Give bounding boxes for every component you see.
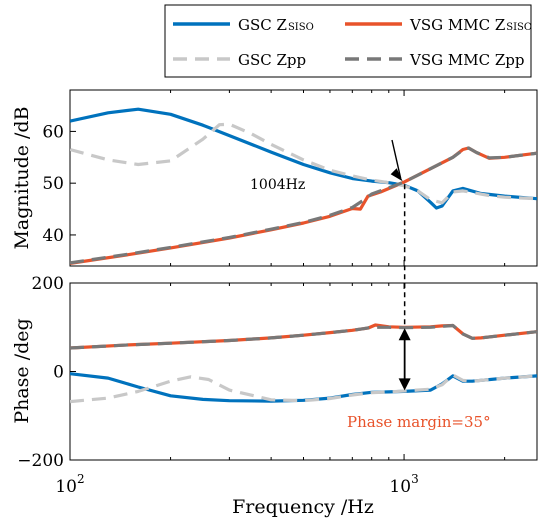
phase-series-vsg-mmc-zpp xyxy=(70,326,537,349)
crossover-arrow-head xyxy=(391,168,403,181)
crossover-frequency-label: 1004Hz xyxy=(250,177,305,193)
annotations: 1004Hz Phase margin=35° xyxy=(250,140,491,431)
frequency-xlabel: Frequency /Hz xyxy=(232,496,374,518)
legend: GSC ZSISO VSG MMC ZSISO GSC Zpp VSG MMC … xyxy=(165,5,532,77)
xtick-label: 102 xyxy=(55,472,84,497)
xtick-label: 103 xyxy=(389,472,418,497)
legend-label-gsc-zpp: GSC Zpp xyxy=(238,51,306,69)
phase-margin-arrow-head-bottom xyxy=(399,378,411,390)
magnitude-ytick-label: 40 xyxy=(42,226,64,246)
phase-axes-box xyxy=(70,283,537,460)
phase-panel: −200 0 200 102 103 Phase /deg Frequency /Hz xyxy=(11,274,537,518)
phase-margin-label: Phase margin=35° xyxy=(347,413,491,431)
magnitude-ytick-label: 50 xyxy=(42,174,64,194)
phase-series-gsc-z-siso xyxy=(70,374,537,401)
phase-ytick-label: −200 xyxy=(17,451,64,471)
phase-series xyxy=(70,325,537,402)
magnitude-ylabel: Magnitude /dB xyxy=(11,106,33,249)
phase-ytick-label: 200 xyxy=(32,274,64,294)
legend-label-vsg-mmc-zpp: VSG MMC Zpp xyxy=(409,51,524,69)
phase-margin-arrow-head-top xyxy=(399,328,411,340)
phase-ytick-label: 0 xyxy=(53,363,64,383)
phase-ylabel: Phase /deg xyxy=(11,318,33,423)
magnitude-ytick-label: 60 xyxy=(42,122,64,142)
phase-ticks: −200 0 200 102 103 xyxy=(17,274,504,497)
